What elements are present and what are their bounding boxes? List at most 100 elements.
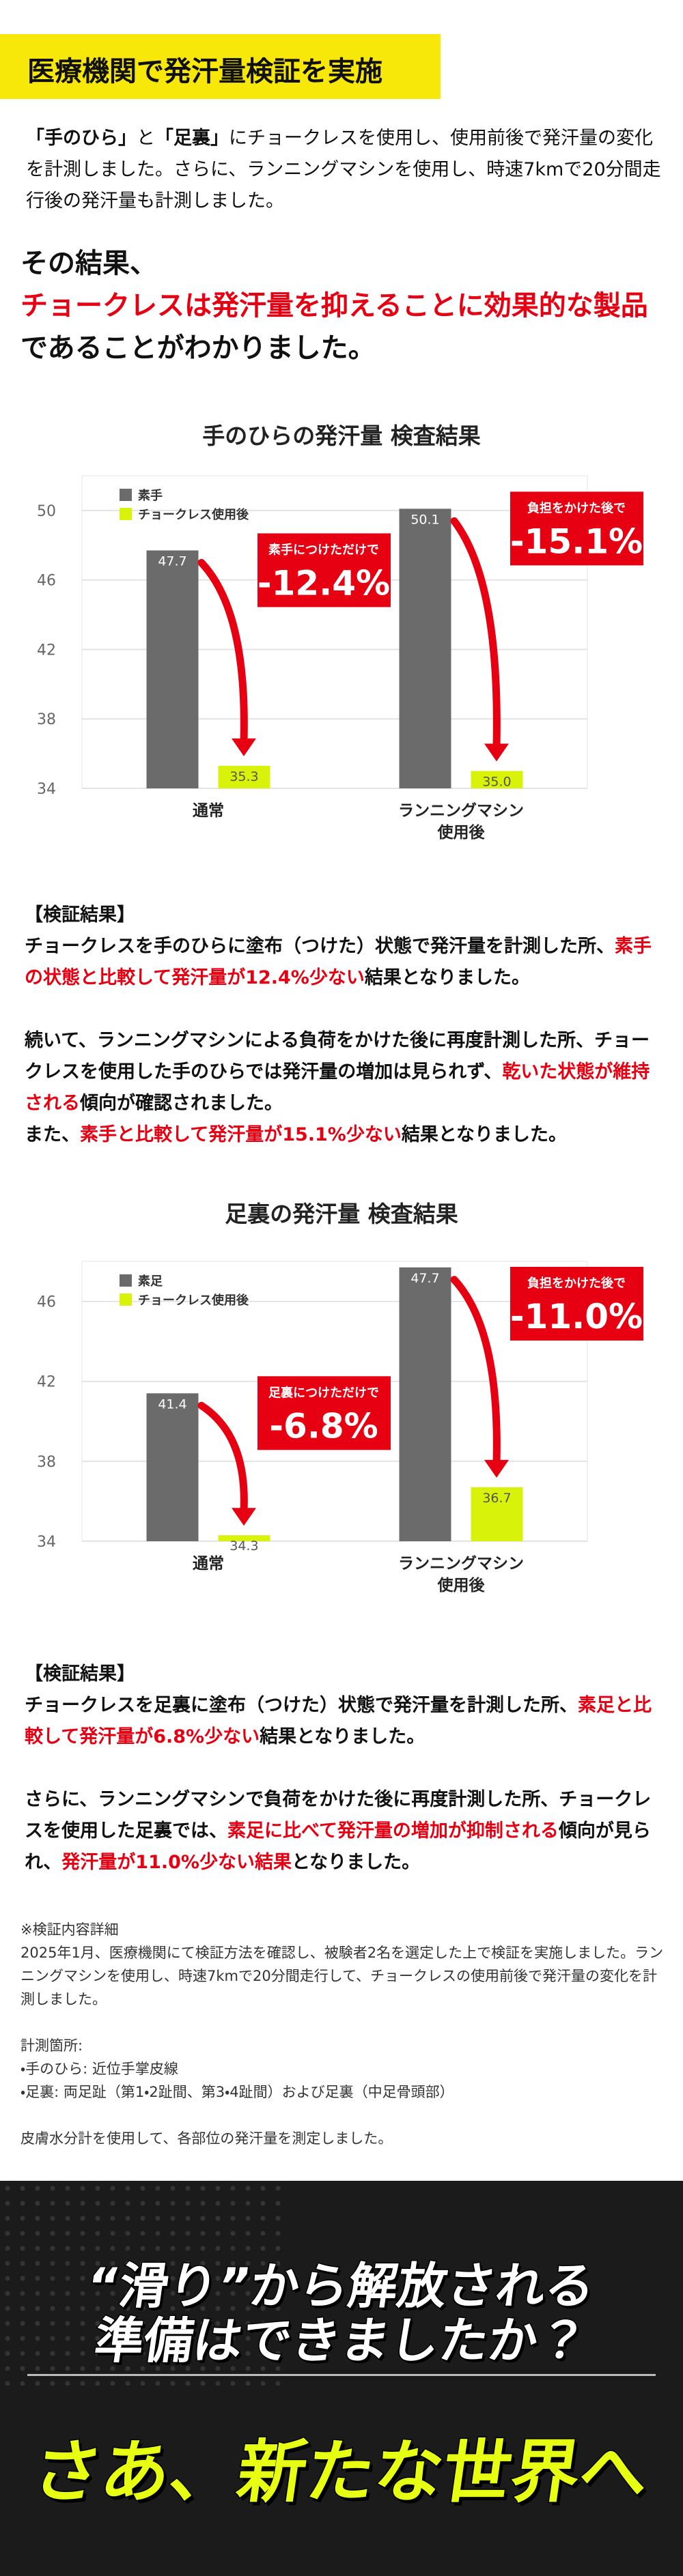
note-block: ※検証内容詳細 2025年1月、医療機関にて検証方法を確認し、被験者2名を選定した…	[20, 1918, 666, 2011]
annotation-box	[510, 1267, 643, 1341]
annotation-value: -11.0%	[510, 1297, 643, 1336]
results: 【検証結果】 チョークレスを手のひらに塗布（つけた）状態で発汗量を計測した所、素手…	[25, 900, 663, 1182]
annotation-label: 素手につけただけで	[268, 542, 379, 557]
bar	[471, 1487, 523, 1541]
arrow	[197, 1401, 248, 1515]
x-tick-label: ランニングマシン使用後	[398, 801, 524, 842]
y-tick-label: 34	[37, 781, 56, 798]
lead-line: チョークレスは発汗量を抑えることに効果的な製品	[20, 290, 648, 321]
note-line: ・足裏: 両足趾（第1・2趾間、第3・4趾間）および足裏（中足骨頭部）	[20, 2084, 454, 2100]
text-segment: 傾向が見られ、	[25, 1820, 651, 1873]
results: 【検証結果】チョークレスを足裏に塗布（つけた）状態で発汗量を計測した所、素足と比…	[25, 1659, 663, 1910]
arrow-head	[484, 743, 509, 762]
note-line: 皮膚水分計を使用して、各部位の発汗量を測定しました。	[20, 2130, 393, 2147]
text-segment: 素手と比較して発汗量が15.1%少ない	[80, 1124, 402, 1145]
legend-label: 素手	[138, 488, 163, 503]
arrow-head	[232, 738, 256, 756]
legend-swatch	[120, 508, 132, 520]
note-block: 皮膚水分計を使用して、各部位の発汗量を測定しました。	[20, 2127, 666, 2150]
annotation-box	[257, 533, 391, 607]
divider	[27, 2374, 656, 2376]
bar	[471, 771, 523, 788]
legend-swatch	[120, 1274, 132, 1287]
value-label: 36.7	[482, 1491, 511, 1506]
arrow-head	[484, 1459, 509, 1478]
chart: 足裏の発汗量 検査結果 34 38 42 46 通常 ランニングマシン使用後 41.4 47.7…	[37, 1201, 643, 1594]
note-block: 計測箇所: ・手のひら: 近位手掌皮線・足裏: 両足趾（第1・2趾間、第3・4趾間…	[20, 2034, 666, 2104]
arrow	[450, 517, 501, 751]
y-tick-label: 42	[37, 1374, 56, 1391]
result-lead: その結果、 チョークレスは発汗量を抑えることに効果的な製品 であることがわかりました…	[20, 242, 676, 369]
results-heading: 【検証結果】	[25, 904, 135, 926]
paragraph: チョークレスを手のひらに塗布（つけた）状態で発汗量を計測した所、素手の状態と比較…	[25, 931, 663, 994]
note-line: ・手のひら: 近位手掌皮線	[20, 2061, 178, 2077]
text-segment: 「足裏」	[155, 128, 229, 149]
bar	[146, 1393, 199, 1541]
annotation-label: 負担をかけた後で	[527, 500, 626, 515]
arrow-head	[232, 1508, 256, 1526]
value-label: 41.4	[158, 1397, 186, 1412]
legend-label: チョークレス使用後	[138, 1293, 249, 1308]
value-label: 35.0	[482, 775, 511, 790]
notes: ※検証内容詳細 2025年1月、医療機関にて検証方法を確認し、被験者2名を選定した…	[20, 1918, 666, 2173]
paragraph: さらに、ランニングマシンで負荷をかけた後に再度計測した所、チョークレスを使用した…	[25, 1784, 663, 1878]
annotation-box	[510, 491, 643, 566]
annotation-value: -6.8%	[269, 1406, 378, 1446]
paragraph: 続いて、ランニングマシンによる負荷をかけた後に再度計測した所、チョークレスを使用…	[25, 1025, 663, 1119]
annotation-label: 足裏につけただけで	[268, 1385, 379, 1400]
dot-pattern	[0, 2181, 287, 2386]
value-label: 35.3	[229, 769, 258, 784]
note-line: ※検証内容詳細	[20, 1921, 119, 1938]
chart: 手のひらの発汗量 検査結果 34 38 42 46 50 通常 ランニングマシン使用後 47.7…	[37, 423, 643, 842]
text-segment: さらに、ランニングマシンで負荷をかけた後に再度計測した所、チョークレスを使用した…	[25, 1789, 652, 1842]
text-segment: となりました。	[291, 1852, 421, 1873]
text-segment: チョークレスを足裏に塗布（つけた）状態で発汗量を計測した所、	[25, 1695, 578, 1716]
legend-swatch	[120, 489, 132, 501]
bar	[399, 1267, 451, 1541]
y-tick-label: 34	[37, 1534, 56, 1551]
text-segment: また、	[25, 1124, 80, 1145]
text-segment: にチョークレスを使用し、使用前後で発汗量の変化を計測しました。さらに、ランニング…	[26, 128, 661, 212]
text-segment: 結果となりました。	[260, 1726, 426, 1747]
y-tick-label: 46	[37, 573, 56, 590]
chart-title: 手のひらの発汗量 検査結果	[202, 423, 481, 449]
value-label: 50.1	[410, 512, 439, 527]
legend-label: 素足	[138, 1274, 163, 1289]
x-tick-label: 通常	[193, 1555, 224, 1573]
header-title: 医療機関で発汗量検証を実施	[27, 56, 382, 87]
text-segment: 結果となりました。	[364, 967, 531, 988]
annotation-value: -15.1%	[510, 521, 643, 561]
text-segment: 乾いた状態が維持される	[25, 1061, 650, 1114]
y-tick-label: 46	[37, 1294, 56, 1311]
y-tick-label: 38	[37, 711, 56, 728]
bar	[218, 765, 270, 788]
banner: “滑り”から解放される 準備はできましたか？ さあ、新たな世界へ	[0, 2181, 683, 2576]
text-segment: と	[137, 128, 155, 149]
y-tick-label: 38	[37, 1454, 56, 1471]
bar	[218, 1535, 270, 1541]
bar	[146, 550, 199, 788]
value-label: 34.3	[229, 1539, 258, 1554]
arrow	[197, 558, 248, 745]
text-segment: 素手の状態と比較して発汗量が12.4%少ない	[25, 936, 652, 988]
intro: 「手のひら」と「足裏」にチョークレスを使用し、使用前後で発汗量の変化を計測しまし…	[26, 123, 661, 217]
value-label: 47.7	[158, 554, 186, 569]
arrow	[450, 1276, 501, 1467]
text-segment: 結果となりました。	[401, 1124, 568, 1145]
text-segment: 素足に比べて発汗量の増加が抑制される	[227, 1820, 559, 1842]
text-segment: 「手のひら」	[26, 128, 137, 149]
text-segment: チョークレスを手のひらに塗布（つけた）状態で発汗量を計測した所、	[25, 936, 615, 957]
x-tick-label: 通常	[193, 802, 224, 820]
y-tick-label: 50	[37, 503, 56, 520]
banner-cta: さあ、新たな世界へ	[27, 2431, 654, 2513]
text-segment: 素足と比較して発汗量が6.8%少ない	[25, 1695, 652, 1747]
annotation-box	[257, 1376, 391, 1450]
header-band: 医療機関で発汗量検証を実施	[0, 34, 441, 99]
text-segment: 発汗量が11.0%少ない結果	[61, 1852, 292, 1873]
annotation-value: -12.4%	[257, 563, 390, 603]
results-heading: 【検証結果】	[25, 1663, 135, 1685]
note-line: 計測箇所:	[20, 2037, 83, 2054]
paragraph: チョークレスを足裏に塗布（つけた）状態で発汗量を計測した所、素足と比較して発汗量…	[25, 1690, 663, 1753]
x-tick-label: ランニングマシン使用後	[398, 1554, 524, 1594]
